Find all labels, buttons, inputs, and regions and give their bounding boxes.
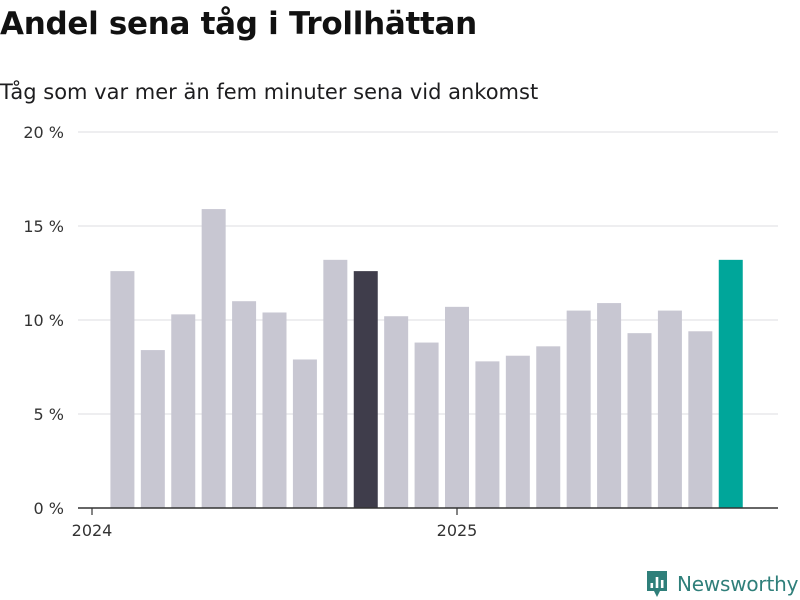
bar-2024-04[interactable] xyxy=(171,314,196,508)
brand-name: Newsworthy xyxy=(677,572,799,596)
bar-2025-10[interactable] xyxy=(718,259,743,508)
y-axis-labels: 0 % 5 % 10 % 15 % 20 % xyxy=(23,123,64,518)
bar-2024-06[interactable] xyxy=(232,301,257,508)
y-tick-label: 5 % xyxy=(34,405,64,424)
x-axis: 2024 2025 xyxy=(72,507,778,540)
bar-2025-08[interactable] xyxy=(657,310,682,508)
y-tick-label: 0 % xyxy=(34,499,64,518)
y-tick-label: 20 % xyxy=(23,123,64,142)
chart-title: Andel sena tåg i Trollhättan xyxy=(0,6,477,42)
bar-2024-11[interactable] xyxy=(384,316,409,508)
bar-2025-06[interactable] xyxy=(597,303,622,508)
y-tick-label: 10 % xyxy=(23,311,64,330)
bars xyxy=(110,209,743,508)
x-tick-label: 2024 xyxy=(72,521,113,540)
bar-2025-01[interactable] xyxy=(445,306,469,508)
bar-2024-05[interactable] xyxy=(201,209,226,508)
bar-2024-08[interactable] xyxy=(292,359,317,508)
bar-2024-03[interactable] xyxy=(140,350,165,508)
bar-2024-02[interactable] xyxy=(110,271,135,508)
x-tick-label: 2025 xyxy=(437,521,478,540)
bar-2025-03[interactable] xyxy=(505,355,530,508)
bar-2025-05[interactable] xyxy=(566,310,591,508)
bar-chart-logo-icon xyxy=(647,571,667,597)
bar-2024-10[interactable] xyxy=(353,271,378,508)
bar-2024-09[interactable] xyxy=(323,259,348,508)
bar-2025-04[interactable] xyxy=(536,346,561,508)
brand-logo: Newsworthy xyxy=(645,568,798,600)
chart-subtitle: Tåg som var mer än fem minuter sena vid … xyxy=(0,80,539,104)
bar-2025-09[interactable] xyxy=(688,331,713,508)
bar-2025-02[interactable] xyxy=(475,361,500,508)
bar-2024-07[interactable] xyxy=(262,312,287,508)
y-tick-label: 15 % xyxy=(23,217,64,236)
bar-2024-12[interactable] xyxy=(414,342,439,508)
bar-2025-07[interactable] xyxy=(627,333,652,508)
